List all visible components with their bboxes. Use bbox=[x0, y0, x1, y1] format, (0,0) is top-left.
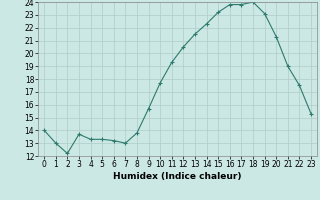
X-axis label: Humidex (Indice chaleur): Humidex (Indice chaleur) bbox=[113, 172, 242, 181]
